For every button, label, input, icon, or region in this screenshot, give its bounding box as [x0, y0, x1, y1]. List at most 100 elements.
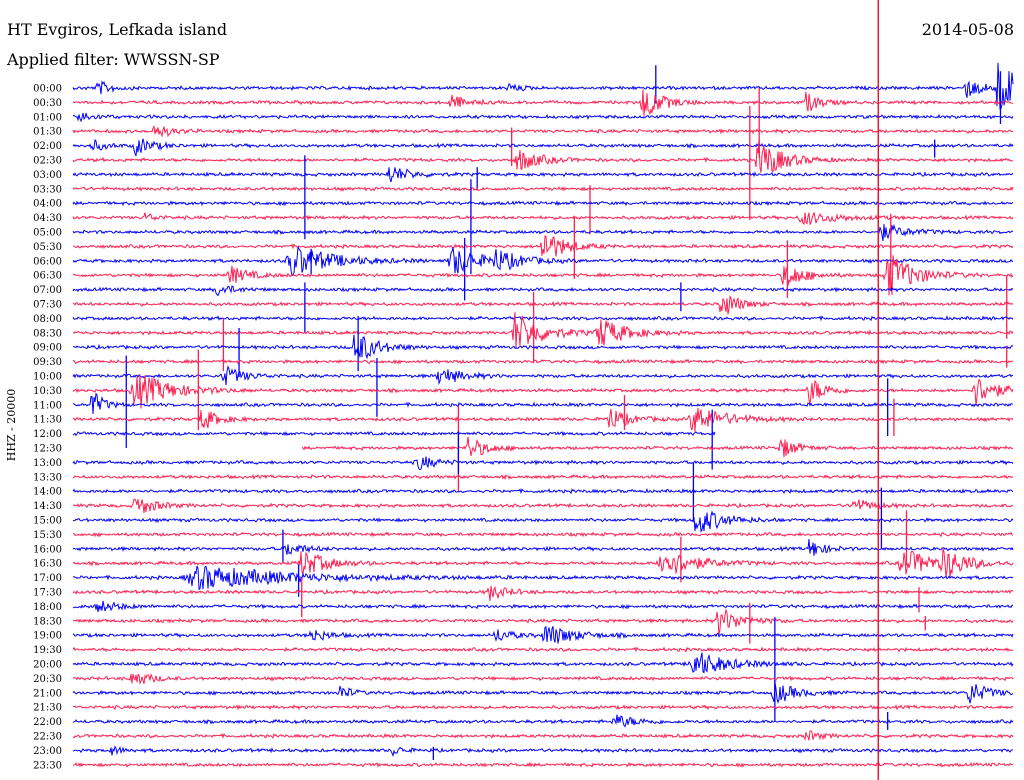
row-label: 14:00: [33, 487, 62, 498]
row-label: 01:00: [33, 112, 62, 123]
trace-row: [72, 285, 1014, 297]
trace-row: [72, 62, 1014, 110]
trace-row: [72, 745, 1014, 758]
row-label: 12:30: [33, 444, 62, 455]
row-label: 18:00: [33, 602, 62, 613]
row-labels: 00:00 00:30 01:00 01:30 02:00 02:30 03:00 03:30…: [33, 84, 62, 772]
trace-row: [72, 365, 1013, 386]
filter-label: Applied filter: WWSSN-SP: [7, 50, 220, 69]
trace-row: [72, 235, 1014, 257]
row-label: 15:30: [33, 530, 62, 541]
trace-row: [72, 704, 1014, 711]
row-label: 22:00: [33, 717, 62, 728]
trace-row: [73, 565, 1014, 591]
trace-row: [72, 112, 1014, 123]
row-label: 03:00: [33, 170, 62, 181]
trace-row: [72, 714, 1014, 728]
trace-row: [72, 673, 1014, 686]
row-label: 20:30: [33, 674, 62, 685]
trace-row: [72, 456, 1014, 471]
trace-row: [72, 212, 1014, 226]
row-label: 23:30: [33, 760, 62, 771]
row-label: 06:00: [33, 256, 62, 267]
row-label: 12:00: [33, 429, 62, 440]
row-label: 02:00: [33, 141, 62, 152]
row-label: 01:30: [33, 127, 62, 138]
row-label: 13:00: [33, 458, 62, 469]
trace-row: [72, 682, 1014, 704]
trace-row: [72, 358, 1014, 365]
row-label: 23:00: [33, 746, 62, 757]
trace-row: [72, 392, 1014, 415]
trace-row: [72, 498, 1014, 514]
row-label: 11:00: [33, 400, 62, 411]
trace-row: [72, 510, 1014, 533]
date-label: 2014-05-08: [921, 20, 1014, 39]
row-label: 09:00: [33, 343, 62, 354]
row-label: 04:30: [33, 213, 62, 224]
row-label: 15:00: [33, 516, 62, 527]
trace-row: [72, 186, 1014, 192]
trace-row: [72, 200, 1014, 207]
trace-row: [72, 600, 1014, 613]
trace-row: [72, 255, 1014, 296]
trace-row: [72, 652, 1014, 674]
row-label: 17:30: [33, 588, 62, 599]
trace-row: [72, 626, 1014, 644]
row-label: 18:30: [33, 616, 62, 627]
trace-row: [72, 334, 1014, 360]
trace-row: [72, 246, 1014, 277]
trace-row: [72, 646, 1013, 653]
trace-row: [72, 315, 1014, 322]
trace-row: [72, 167, 1014, 183]
row-label: 09:30: [33, 357, 62, 368]
trace-row: [72, 223, 1014, 241]
traces: [72, 62, 1014, 768]
row-label: 14:30: [33, 501, 62, 512]
row-label: 16:00: [33, 544, 62, 555]
trace-row: [72, 124, 1014, 138]
trace-row: [72, 585, 1014, 602]
row-label: 16:30: [33, 559, 62, 570]
row-label: 21:00: [33, 688, 62, 699]
trace-row: [73, 432, 1013, 436]
row-label: 07:30: [33, 300, 62, 311]
station-title: HT Evgiros, Lefkada island: [7, 20, 228, 39]
row-label: 10:00: [33, 372, 62, 383]
row-label: 07:00: [33, 285, 62, 296]
trace-row: [73, 761, 1013, 768]
row-label: 17:00: [33, 573, 62, 584]
row-label: 19:30: [33, 645, 62, 656]
trace-row: [301, 436, 1014, 458]
row-label: 00:30: [33, 98, 62, 109]
row-label: 03:30: [33, 184, 62, 195]
row-label: 20:00: [33, 660, 62, 671]
row-label: 11:30: [33, 415, 62, 426]
trace-row: [72, 487, 1014, 495]
row-label: 06:30: [33, 271, 62, 282]
row-label: 04:00: [33, 199, 62, 210]
trace-row: [72, 138, 1014, 157]
trace-row: [72, 139, 1014, 173]
trace-row: [72, 531, 1014, 538]
row-label: 13:30: [33, 472, 62, 483]
row-label: 02:30: [33, 156, 62, 167]
trace-row: [72, 374, 1014, 409]
row-label: 05:30: [33, 242, 62, 253]
row-label: 10:30: [33, 386, 62, 397]
trace-row: [72, 608, 1014, 636]
trace-row: [72, 89, 1014, 116]
trace-row: [72, 539, 1014, 556]
trace-row: [72, 730, 1014, 741]
trace-row: [72, 312, 1014, 349]
row-label: 22:30: [33, 732, 62, 743]
row-label: 08:30: [33, 328, 62, 339]
row-label: 08:00: [33, 314, 62, 325]
trace-row: [72, 473, 1014, 481]
trace-row: [72, 548, 1014, 578]
trace-row: [72, 295, 1014, 315]
row-label: 21:30: [33, 703, 62, 714]
row-label: 05:00: [33, 228, 62, 239]
